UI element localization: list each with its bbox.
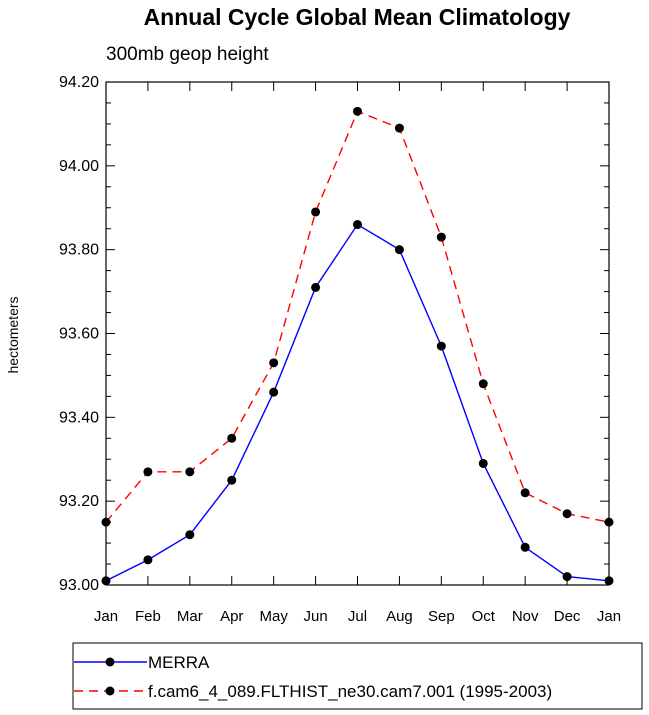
y-tick-label: 93.60 [59,326,99,343]
x-tick-label: May [259,608,288,625]
y-tick-label: 94.00 [59,158,99,175]
x-tick-label: Dec [554,608,581,625]
series-0-point [394,245,404,255]
x-tick-label: Jan [597,608,621,625]
legend-label-cam: f.cam6_4_089.FLTHIST_ne30.cam7.001 (1995… [148,682,552,701]
x-tick-label: Mar [177,608,203,625]
series-1-point [604,517,614,527]
series-0-point [227,475,237,485]
y-tick-label: 93.20 [59,493,99,510]
series-0-point [436,341,446,351]
series-1-point [562,509,572,519]
chart-title: Annual Cycle Global Mean Climatology [144,4,571,30]
series-1-point [478,379,488,389]
series-line-1 [105,110,610,523]
x-tick-label: Oct [472,608,496,625]
series-1-point [520,488,530,498]
legend: MERRA f.cam6_4_089.FLTHIST_ne30.cam7.001… [72,642,643,710]
series-0-point [520,542,530,552]
legend-label-merra: MERRA [148,653,210,672]
series-0-point [562,572,572,582]
series-0-point [353,220,362,230]
x-tick-label: Feb [135,608,161,625]
legend-marker-merra [105,657,115,667]
series-0-point [478,458,488,468]
x-tick-label: Sep [428,608,455,625]
x-tick-label: Jan [94,608,118,625]
series-1-point [394,123,404,133]
series-1-point [143,467,153,477]
series-1-point [185,467,195,477]
y-axis-label: hectometers [5,296,21,373]
y-tick-label: 93.80 [59,242,99,259]
series-0-point [185,530,195,540]
series-1-point [227,433,237,443]
series-0-point [101,576,111,586]
series-1-point [353,106,362,116]
x-tick-label: Aug [386,608,413,625]
y-tick-label: 93.40 [59,409,99,426]
x-tick-label: Apr [220,608,243,625]
y-tick-label: 93.00 [59,577,99,594]
plot-frame [105,81,610,586]
y-tick-label: 94.20 [59,74,99,91]
series-1-point [101,517,111,527]
x-tick-label: Nov [512,608,539,625]
chart-subtitle: 300mb geop height [106,44,269,65]
x-tick-label: Jul [348,608,367,625]
series-line-0 [105,223,610,582]
series-0-point [604,576,614,586]
x-tick-label: Jun [303,608,327,625]
legend-marker-cam [105,686,115,696]
series-1-point [436,232,446,242]
legend-box [72,642,643,710]
series-layer [101,106,614,586]
axes: 93.00 93.20 93.40 93.60 93.80 94.00 94.20 Jan Fe… [59,74,621,625]
series-1-point [311,207,321,217]
series-0-point [143,555,153,565]
series-0-point [269,387,279,397]
series-0-point [311,282,321,292]
series-1-point [269,358,279,368]
